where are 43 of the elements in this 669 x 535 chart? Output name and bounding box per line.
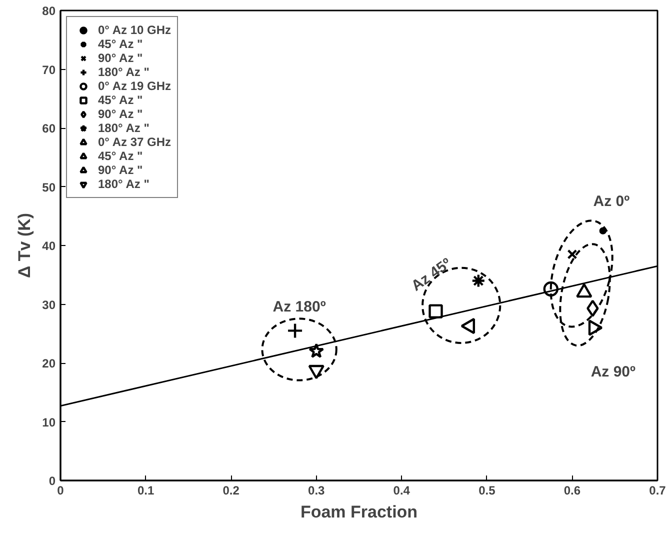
- x-tick-label: 0: [57, 484, 64, 498]
- y-tick-label: 0: [48, 474, 56, 488]
- point: [308, 343, 324, 358]
- point: [471, 274, 486, 288]
- point: [428, 304, 443, 318]
- y-tick-label: 70: [42, 62, 56, 77]
- legend-label: 90° Az ": [98, 107, 143, 121]
- legend-label: 0° Az 37 GHz: [98, 135, 172, 149]
- x-tick-label: 0.2: [222, 484, 240, 498]
- y-tick-label: 50: [42, 180, 56, 194]
- point: [543, 281, 558, 297]
- x-tick-label: 0.6: [564, 484, 581, 498]
- annotation: Az 45º: [408, 254, 456, 295]
- annotation: Az 90º: [590, 363, 636, 380]
- y-tick-label: 20: [42, 356, 56, 370]
- legend-label: 180° Az ": [98, 121, 150, 135]
- legend-label: 0° Az 19 GHz: [98, 79, 172, 93]
- annotation: Az 180º: [272, 298, 326, 316]
- point: [599, 227, 607, 234]
- legend-label: 180° Az ": [98, 177, 150, 191]
- y-tick-label: 40: [42, 239, 56, 253]
- legend-label: 180° Az ": [98, 65, 150, 79]
- x-axis-title: Foam Fraction: [300, 502, 418, 522]
- y-tick-label: 60: [42, 122, 56, 136]
- y-tick-label: 10: [42, 415, 56, 430]
- x-tick-label: 0.1: [137, 484, 154, 498]
- x-tick-label: 0.7: [649, 484, 666, 498]
- legend-label: 90° Az ": [98, 163, 143, 177]
- legend-label: 45° Az ": [98, 93, 143, 107]
- annotation: Az 0º: [593, 192, 630, 210]
- x-tick-label: 0.5: [478, 484, 496, 498]
- legend-label: 90° Az ": [98, 51, 143, 65]
- point: [586, 300, 599, 317]
- legend-label: 45° Az ": [98, 37, 143, 51]
- legend-label: 0° Az 10 GHz: [98, 23, 172, 37]
- point: [286, 322, 304, 339]
- y-tick-label: 80: [42, 4, 56, 18]
- x-tick-label: 0.3: [308, 484, 326, 498]
- legend-label: 45° Az ": [98, 149, 143, 163]
- y-axis-title: Δ Tv (K): [15, 212, 34, 278]
- y-tick-label: 30: [42, 298, 56, 312]
- point: [567, 249, 578, 260]
- x-tick-label: 0.4: [393, 484, 410, 498]
